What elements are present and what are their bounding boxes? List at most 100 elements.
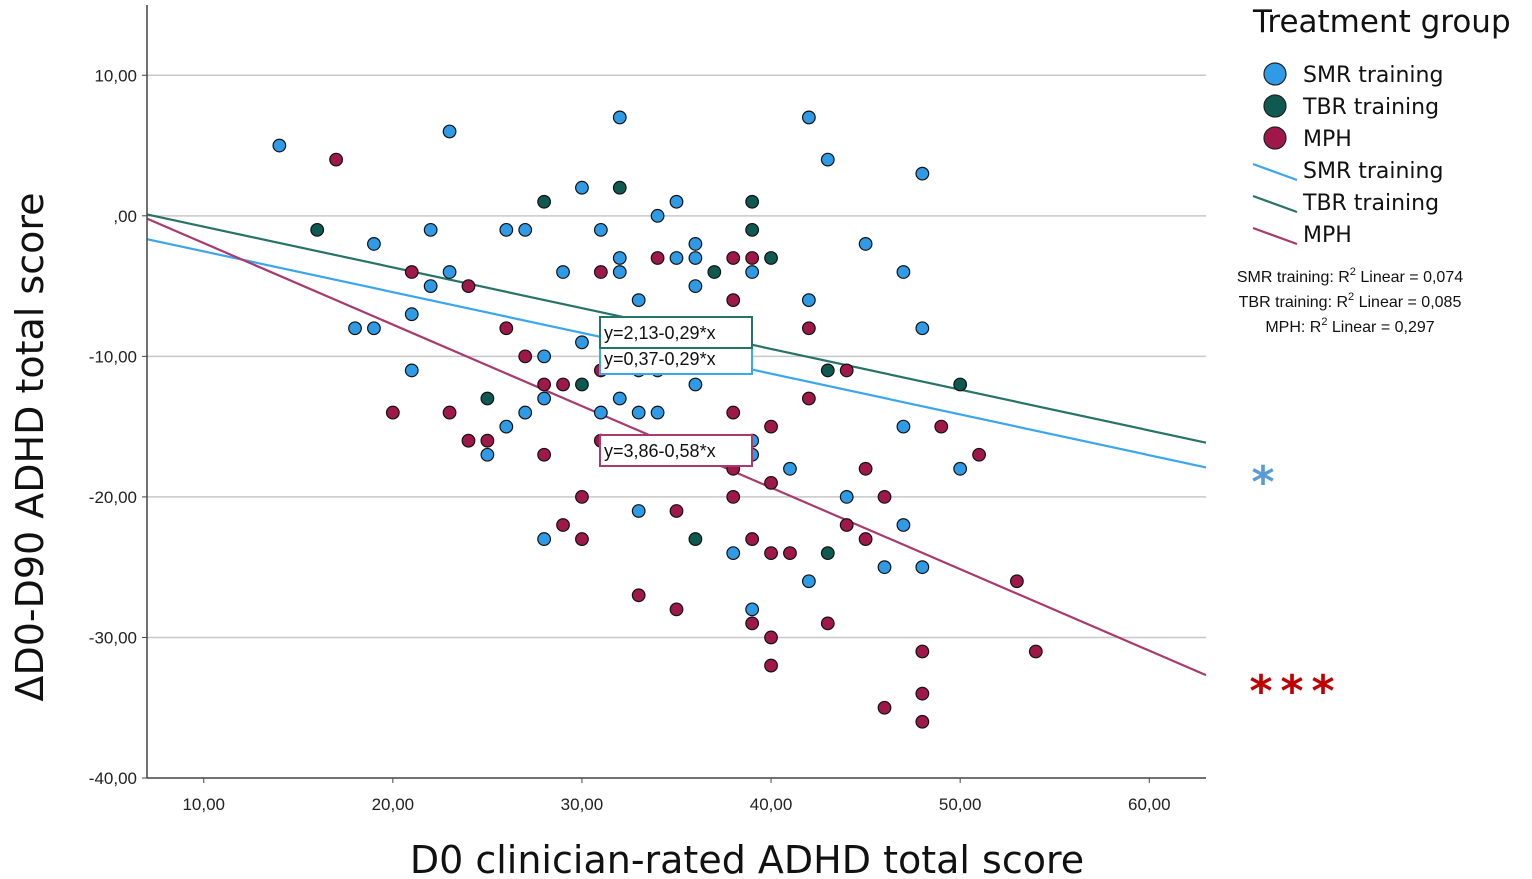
- point-mph: [915, 644, 930, 659]
- legend-line-smr: [1252, 162, 1298, 182]
- r2-annotations: SMR training: R2 Linear = 0,074 TBR train…: [1237, 266, 1463, 336]
- point-smr: [745, 265, 760, 279]
- x-tick-label: 30,00: [561, 795, 604, 814]
- point-smr: [896, 419, 911, 434]
- point-mph: [726, 251, 741, 265]
- point-smr: [367, 237, 381, 251]
- point-smr: [650, 208, 665, 223]
- point-tbr: [537, 194, 552, 209]
- significance-markers: ****: [1249, 457, 1342, 717]
- point-mph: [669, 504, 684, 518]
- point-mph: [385, 405, 400, 420]
- point-smr: [745, 602, 760, 617]
- point-smr: [367, 321, 381, 336]
- point-smr: [688, 279, 703, 293]
- point-mph: [669, 602, 684, 617]
- y-tick-label: -40,00: [89, 769, 137, 788]
- point-mph: [801, 321, 816, 336]
- point-smr: [896, 265, 911, 279]
- equation-label-smr: y=0,37-0,29*x: [604, 349, 716, 369]
- point-mph: [801, 391, 816, 406]
- point-smr: [612, 251, 627, 265]
- point-tbr: [575, 377, 589, 392]
- point-smr: [593, 405, 608, 420]
- point-smr: [518, 222, 533, 237]
- x-tick-label: 40,00: [750, 795, 793, 814]
- point-mph: [764, 630, 778, 645]
- point-mph: [726, 490, 741, 504]
- point-mph: [783, 546, 797, 561]
- point-mph: [858, 532, 873, 546]
- point-mph: [764, 419, 778, 434]
- point-mph: [329, 152, 344, 167]
- equation-labels: y=0,37-0,29*x y=2,13-0,29*x y=3,86-0,58*x: [599, 316, 753, 467]
- point-smr: [688, 251, 703, 265]
- point-mph: [404, 265, 419, 279]
- point-smr: [726, 546, 741, 561]
- point-mph: [575, 532, 589, 546]
- point-tbr: [820, 363, 835, 378]
- point-smr: [480, 447, 495, 462]
- point-smr: [499, 222, 514, 237]
- point-smr: [953, 461, 968, 476]
- point-mph: [461, 433, 476, 448]
- point-mph: [650, 251, 665, 265]
- point-mph: [764, 658, 778, 673]
- point-mph: [556, 518, 570, 532]
- equation-box-mph: [599, 434, 753, 467]
- point-mph: [461, 279, 476, 293]
- point-smr: [688, 237, 703, 251]
- data-points: [272, 110, 1043, 729]
- y-axis-title: ΔD0-D90 ADHD total score: [8, 192, 52, 701]
- legend-marker-smr: [1263, 62, 1287, 86]
- y-tick-label: -10,00: [89, 347, 137, 366]
- point-smr: [348, 321, 362, 336]
- point-smr: [631, 504, 646, 518]
- point-smr: [593, 222, 608, 237]
- legend-line-label-smr: SMR training: [1303, 159, 1443, 184]
- point-mph: [518, 349, 533, 364]
- significance-smr: *: [1251, 457, 1274, 508]
- axes: [146, 5, 1206, 779]
- point-mph: [1009, 574, 1024, 589]
- point-smr: [915, 560, 930, 575]
- x-tick-label: 50,00: [939, 795, 982, 814]
- point-smr: [272, 138, 287, 153]
- point-tbr: [310, 222, 325, 237]
- tick-labels: 10,00 ,00 -10,00 -20,00 -30,00 -40,00 10,00 20,…: [89, 66, 1171, 814]
- r2-label: MPH: R2 Linear = 0,297: [1265, 316, 1434, 336]
- point-tbr: [612, 180, 627, 195]
- x-tick-label: 10,00: [182, 795, 225, 814]
- x-axis-title: D0 clinician-rated ADHD total score: [410, 838, 1084, 879]
- point-smr: [612, 265, 627, 279]
- point-smr: [915, 166, 930, 181]
- point-smr: [537, 349, 552, 364]
- legend-marker-tbr: [1263, 94, 1287, 118]
- point-smr: [404, 363, 419, 378]
- point-smr: [442, 265, 457, 279]
- significance-mph: ***: [1249, 666, 1342, 717]
- point-smr: [669, 194, 684, 209]
- point-mph: [480, 433, 495, 448]
- point-tbr: [688, 532, 703, 546]
- point-tbr: [707, 265, 722, 279]
- y-tick-label: -20,00: [89, 488, 137, 507]
- point-mph: [877, 700, 892, 715]
- point-mph: [556, 377, 570, 392]
- legend-line-label-tbr: TBR training: [1302, 191, 1439, 216]
- point-mph: [915, 686, 930, 701]
- point-smr: [783, 461, 797, 476]
- point-smr: [537, 391, 552, 406]
- point-mph: [745, 616, 760, 631]
- point-mph: [745, 532, 760, 546]
- point-smr: [612, 391, 627, 406]
- point-smr: [631, 405, 646, 420]
- point-mph: [631, 588, 646, 603]
- point-mph: [877, 490, 892, 504]
- x-tick-label: 60,00: [1128, 795, 1171, 814]
- y-tick-label: ,00: [113, 207, 137, 226]
- point-smr: [896, 518, 911, 532]
- point-mph: [593, 265, 608, 279]
- point-smr: [575, 335, 589, 350]
